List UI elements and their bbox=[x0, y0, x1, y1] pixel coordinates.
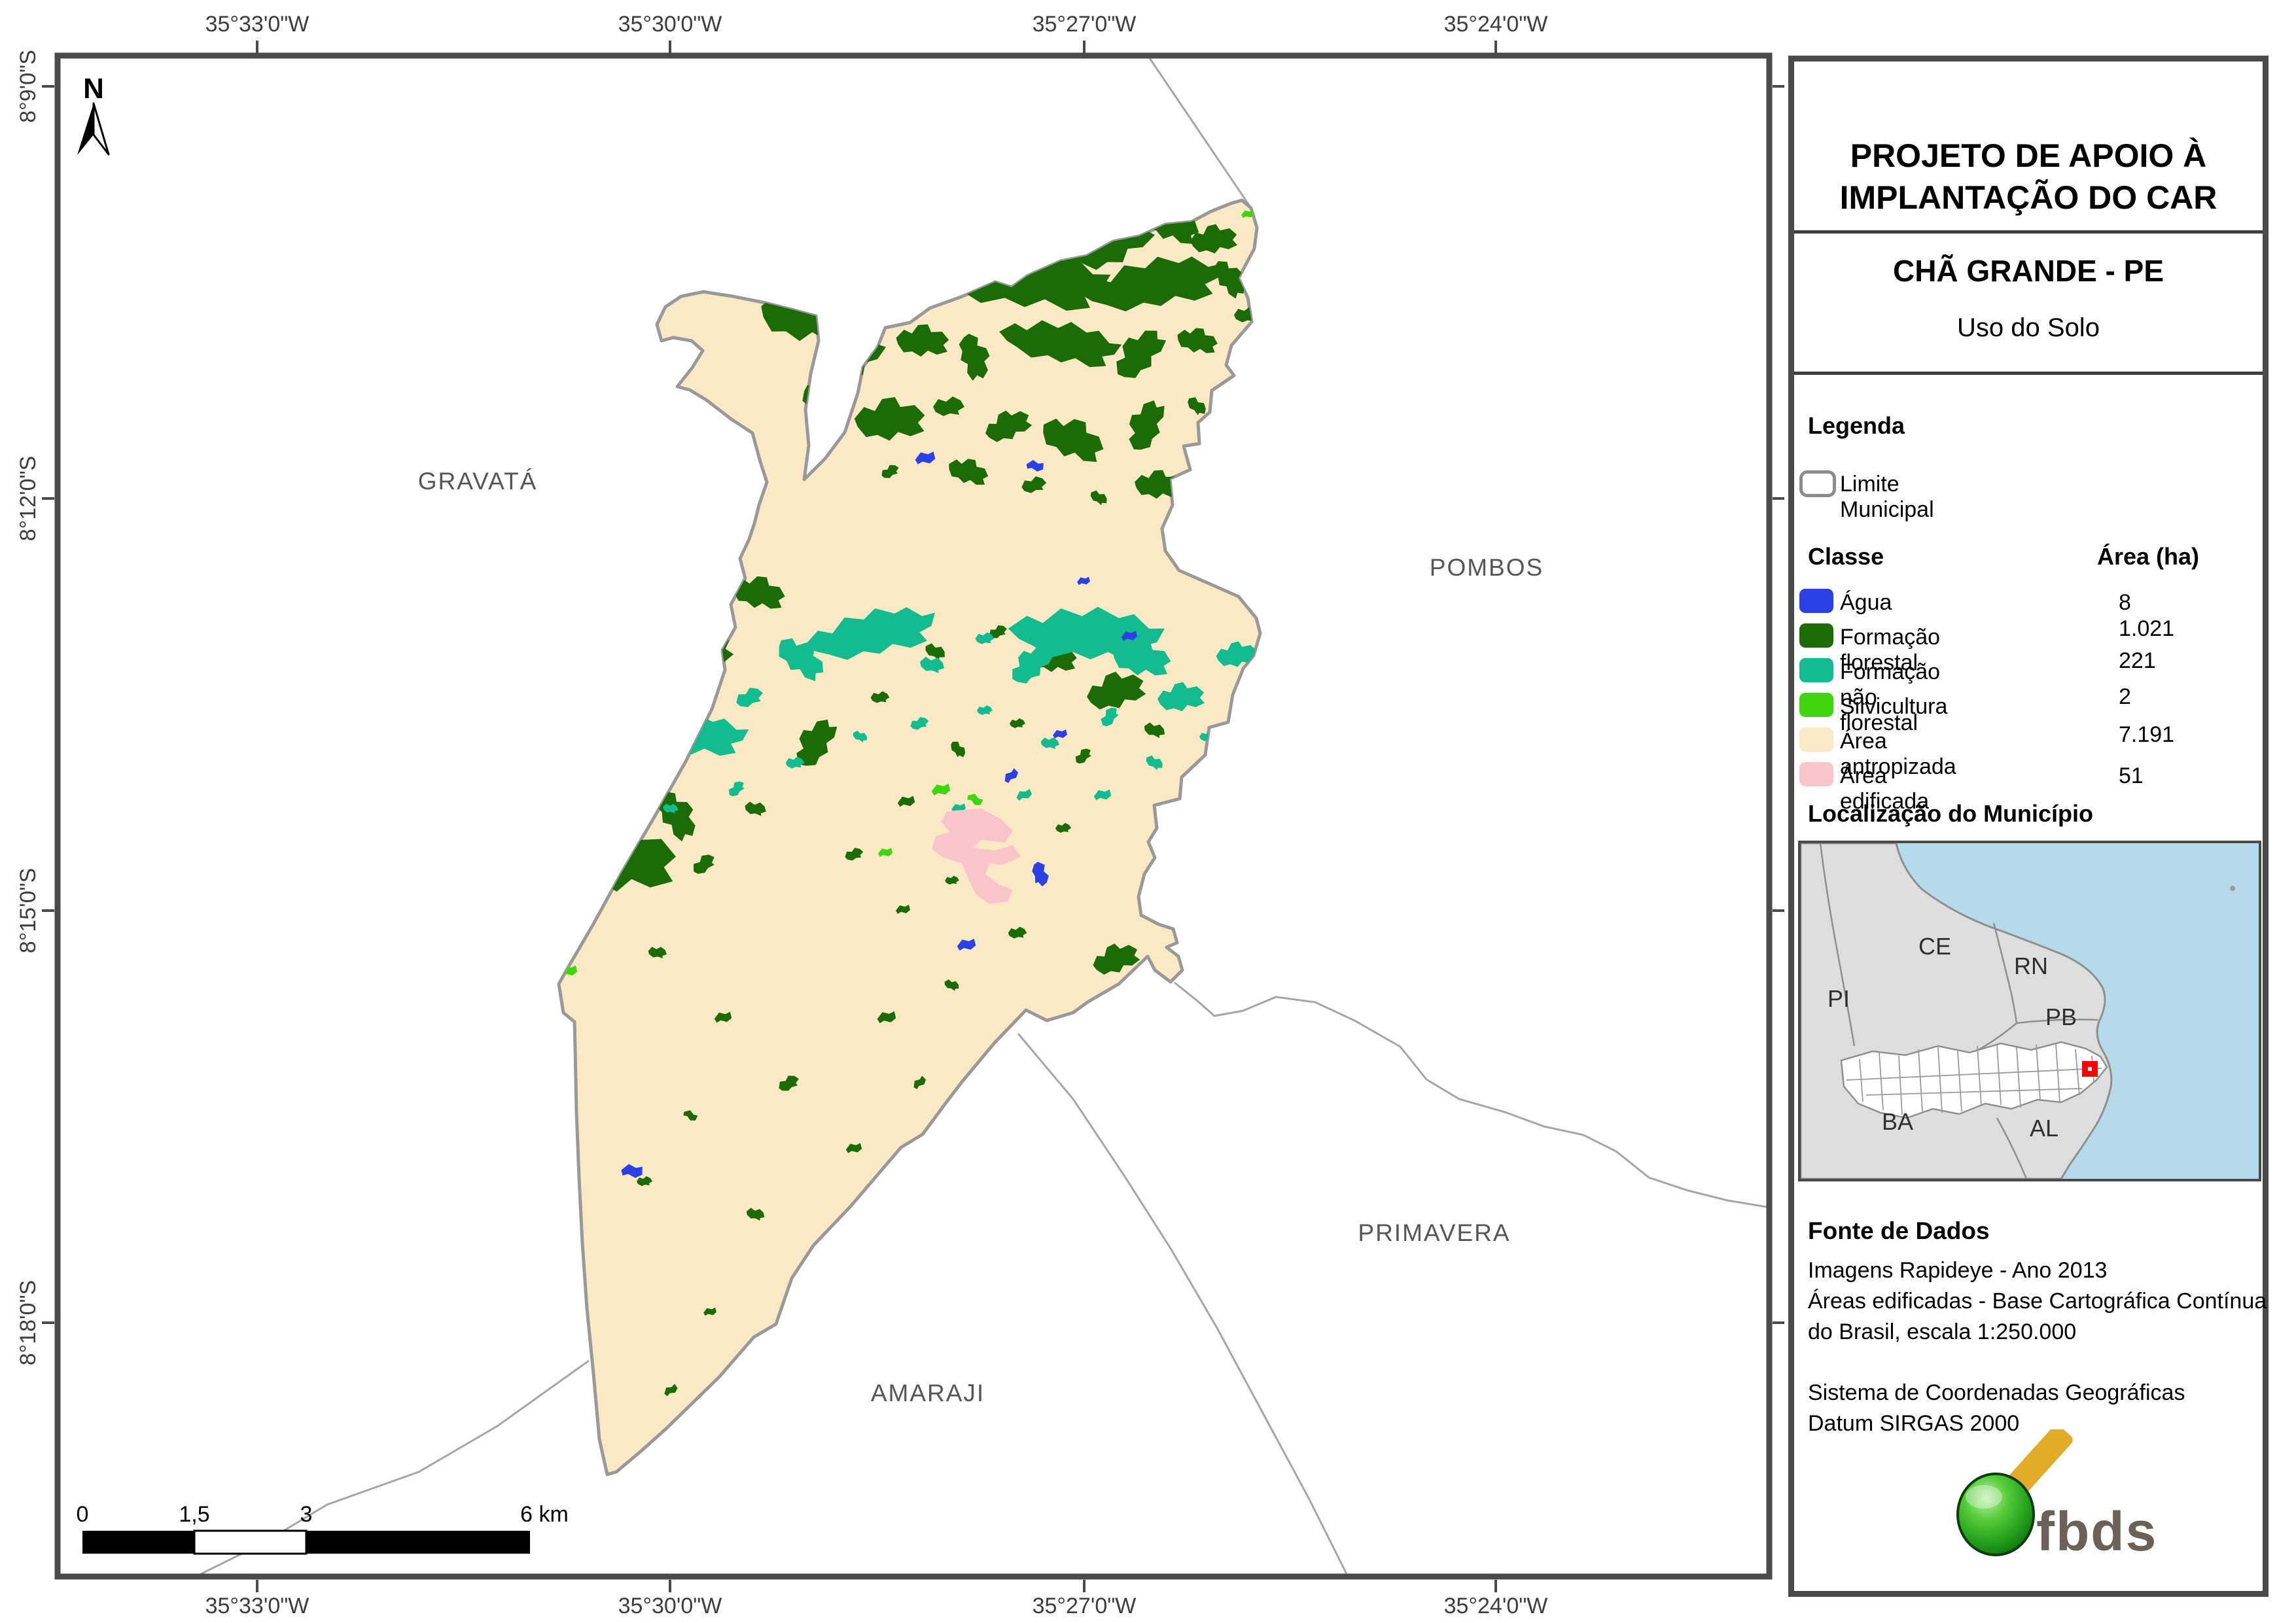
state-ba: BA bbox=[1882, 1108, 1913, 1135]
map-frame-border bbox=[54, 52, 1773, 1580]
source-line-5: Datum SIRGAS 2000 bbox=[1808, 1411, 2020, 1436]
legend-section: Legenda Limite Municipal Classe Área (ha… bbox=[1794, 375, 2267, 1591]
map-type-title: Uso do Solo bbox=[1957, 313, 2100, 342]
neighbor-labels: GRAVATÁ POMBOS PRIMAVERA AMARAJI bbox=[418, 468, 1544, 1406]
label-gravata: GRAVATÁ bbox=[418, 468, 538, 495]
inset-map: CE RN PI PB BA AL bbox=[1798, 841, 2261, 1181]
label-pombos: POMBOS bbox=[1430, 554, 1544, 581]
silvicultura-swatch bbox=[1799, 693, 1833, 717]
label-primavera: PRIMAVERA bbox=[1358, 1219, 1510, 1246]
formacao-florestal-swatch bbox=[1799, 623, 1833, 648]
info-panel: PROJETO DE APOIO À IMPLANTAÇÃO DO CAR CH… bbox=[1788, 56, 2269, 1597]
map-subtitle-box: CHÃ GRANDE - PE Uso do Solo bbox=[1794, 234, 2263, 375]
area-antropizada-label: Área antropizada bbox=[1840, 729, 1956, 779]
lon-bottom-1: 35°30'0"W bbox=[618, 1594, 722, 1618]
state-pi: PI bbox=[1828, 985, 1850, 1012]
scale-bar: 0 1,5 3 6 km bbox=[77, 1502, 569, 1555]
scale-6km: 6 km bbox=[520, 1502, 569, 1527]
lat-left-3: 8°18'0"S bbox=[16, 1280, 41, 1365]
lon-top-0: 35°33'0"W bbox=[205, 12, 309, 37]
lat-left-2: 8°15'0"S bbox=[16, 868, 41, 953]
lon-top-3: 35°24'0"W bbox=[1444, 12, 1548, 37]
area-antropizada-value: 7.191 bbox=[2119, 722, 2175, 747]
silvicultura-label: Silvicultura bbox=[1840, 694, 1948, 719]
north-label: N bbox=[83, 73, 104, 105]
lat-left-0: 8°9'0"S bbox=[16, 50, 41, 123]
area-antropizada-swatch bbox=[1799, 727, 1833, 752]
agua-value: 8 bbox=[2119, 590, 2131, 615]
municipality-polygon bbox=[559, 200, 1260, 1475]
inset-heading: Localização do Município bbox=[1808, 800, 2094, 827]
project-title: PROJETO DE APOIO À IMPLANTAÇÃO DO CAR bbox=[1839, 137, 2217, 216]
lon-bottom-3: 35°24'0"W bbox=[1444, 1594, 1548, 1618]
state-ce: CE bbox=[1918, 933, 1951, 960]
area-edificada-label: Área edificada bbox=[1840, 763, 1930, 814]
scale-3: 3 bbox=[300, 1502, 313, 1527]
legend-col-area: Área (ha) bbox=[2097, 543, 2200, 570]
limite-municipal-label: Limite Municipal bbox=[1840, 472, 1934, 522]
legend-heading: Legenda bbox=[1808, 412, 1905, 439]
state-pb: PB bbox=[2045, 1003, 2077, 1030]
lon-bottom-0: 35°33'0"W bbox=[205, 1594, 309, 1618]
graticule: 35°33'0"W 35°30'0"W 35°27'0"W 35°24'0"W … bbox=[16, 12, 1784, 1618]
limite-municipal-swatch bbox=[1799, 470, 1836, 497]
state-rn: RN bbox=[2014, 952, 2048, 979]
lon-top-1: 35°30'0"W bbox=[618, 12, 722, 37]
area-edificada-value: 51 bbox=[2119, 763, 2144, 788]
label-amaraji: AMARAJI bbox=[871, 1380, 985, 1406]
formacao-nao-florestal-swatch bbox=[1799, 658, 1833, 682]
lon-top-2: 35°27'0"W bbox=[1033, 12, 1137, 37]
area-edificada-swatch bbox=[1799, 762, 1833, 786]
source-heading: Fonte de Dados bbox=[1808, 1217, 1990, 1244]
area-edificada-patch bbox=[932, 809, 1021, 904]
scale-0: 0 bbox=[77, 1502, 89, 1527]
lon-bottom-2: 35°27'0"W bbox=[1033, 1594, 1137, 1618]
agua-label: Água bbox=[1840, 590, 1892, 615]
source-line-3: do Brasil, escala 1:250.000 bbox=[1808, 1319, 2077, 1344]
formacao-nao-florestal-label: Formação não florestal bbox=[1840, 659, 1941, 735]
logo-text: fbds bbox=[2036, 1501, 2157, 1562]
state-al: AL bbox=[2030, 1115, 2058, 1142]
logo-sphere bbox=[1956, 1473, 2035, 1556]
lat-left-1: 8°12'0"S bbox=[16, 456, 41, 541]
fbds-logo: fbds bbox=[1956, 1429, 2157, 1562]
formacao-nao-florestal-value: 221 bbox=[2119, 648, 2156, 673]
source-line-1: Imagens Rapideye - Ano 2013 bbox=[1808, 1258, 2108, 1283]
project-title-box: PROJETO DE APOIO À IMPLANTAÇÃO DO CAR bbox=[1794, 61, 2263, 234]
legend-col-classe: Classe bbox=[1808, 543, 1884, 570]
formacao-florestal-value: 1.021 bbox=[2119, 616, 2175, 641]
agua-swatch bbox=[1799, 589, 1833, 613]
municipality-title: CHÃ GRANDE - PE bbox=[1892, 254, 2164, 288]
silvicultura-value: 2 bbox=[2119, 684, 2131, 709]
scale-1-5: 1,5 bbox=[179, 1502, 209, 1527]
source-line-2: Áreas edificadas - Base Cartográfica Con… bbox=[1808, 1289, 2267, 1314]
north-arrow-icon: N bbox=[77, 73, 110, 156]
source-line-4: Sistema de Coordenadas Geográficas bbox=[1808, 1380, 2185, 1405]
formacao-florestal-label: Formação florestal bbox=[1840, 625, 1941, 675]
